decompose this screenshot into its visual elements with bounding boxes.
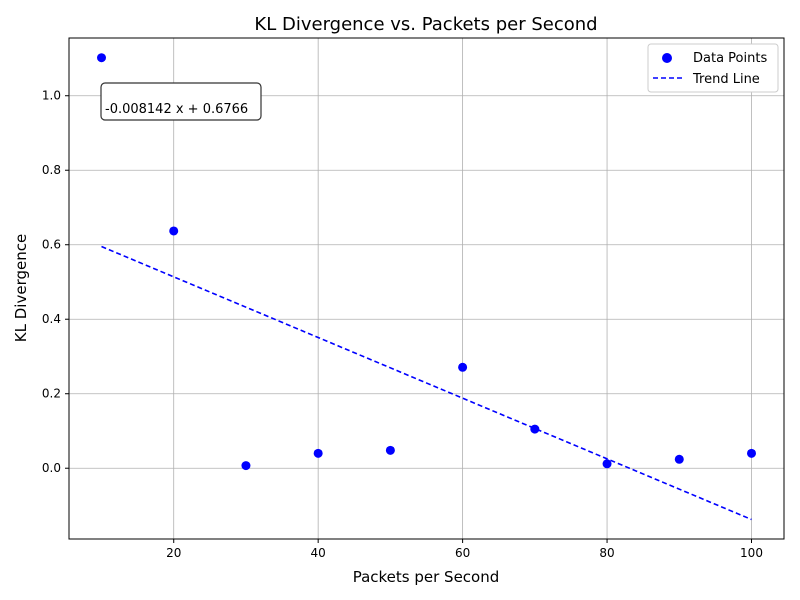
y-axis-ticks: 0.0 0.2 0.4 0.6 0.8 1.0 <box>42 89 69 475</box>
data-point <box>97 53 106 63</box>
data-point <box>313 448 323 458</box>
data-point <box>602 459 612 469</box>
equation-annotation: -0.008142 x + 0.6766 <box>100 82 262 121</box>
data-point <box>385 445 395 455</box>
plot-frame <box>68 37 785 540</box>
x-axis-ticks: 20 40 60 80 100 <box>166 539 763 560</box>
legend-marker-data-points <box>662 53 672 63</box>
data-point <box>458 362 468 372</box>
data-point <box>241 461 251 471</box>
annotation-box <box>100 82 262 121</box>
data-point <box>169 226 179 236</box>
trend-line-layer <box>101 245 752 521</box>
grid <box>69 38 784 539</box>
y-tick-label: 1.0 <box>42 89 61 103</box>
legend-label-data-points: Data Points <box>693 51 767 66</box>
chart-title: KL Divergence vs. Packets per Second <box>254 14 597 35</box>
y-tick-label: 0.0 <box>42 461 61 475</box>
y-tick-label: 0.6 <box>42 238 61 252</box>
data-point <box>530 424 540 434</box>
data-point <box>674 454 684 464</box>
legend-label-trend-line: Trend Line <box>692 72 760 87</box>
x-tick-label: 100 <box>740 546 763 560</box>
y-tick-label: 0.4 <box>42 312 61 326</box>
y-tick-label: 0.8 <box>42 163 61 177</box>
x-axis-label: Packets per Second <box>353 568 500 586</box>
y-tick-label: 0.2 <box>42 387 61 401</box>
x-tick-label: 20 <box>166 546 181 560</box>
data-point <box>747 448 756 458</box>
x-tick-label: 80 <box>599 546 614 560</box>
x-tick-label: 60 <box>455 546 470 560</box>
trend-line <box>101 245 752 521</box>
x-tick-label: 40 <box>311 546 326 560</box>
annotation-text: -0.008142 x + 0.6766 <box>105 102 248 117</box>
legend-box <box>647 43 779 93</box>
data-points-layer <box>97 53 756 471</box>
y-axis-label: KL Divergence <box>12 234 30 342</box>
legend: Data Points Trend Line <box>647 43 779 93</box>
